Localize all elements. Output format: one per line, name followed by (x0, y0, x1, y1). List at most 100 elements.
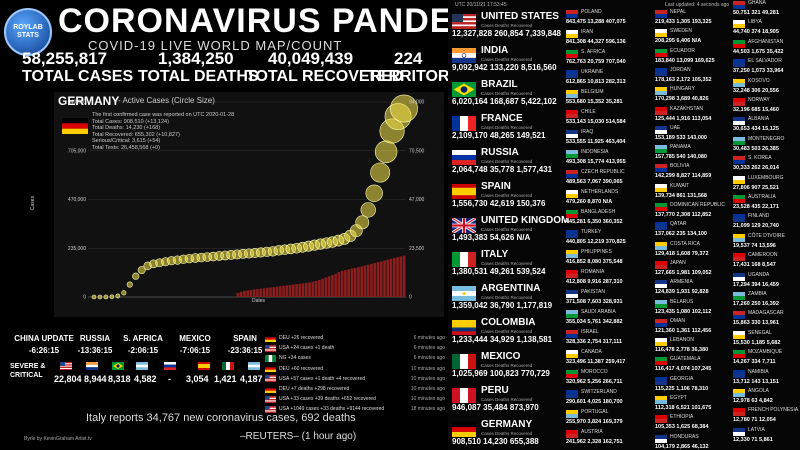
deaths-bar (272, 287, 275, 297)
deaths-bar (250, 290, 253, 297)
country-stats: 21,099 129 20,740 (733, 223, 779, 229)
chile-flag-icon (566, 110, 578, 118)
cameroon-flag-icon (733, 253, 745, 261)
country-name: HONDURAS (670, 434, 699, 440)
el-salvador-flag-icon (733, 59, 745, 67)
country-name: UNITED KINGDOM (481, 215, 569, 226)
spain-flag-icon (198, 362, 210, 370)
cases-point (122, 291, 127, 296)
country-name: LEBANON (670, 337, 694, 343)
country-name: ALBANIA (748, 116, 769, 122)
us-flag-icon (60, 362, 72, 370)
news-time: 18 minutes ago (411, 406, 445, 412)
dominican-republic-flag-icon (655, 203, 667, 211)
country-name: ANGOLA (748, 388, 769, 394)
french-polynesia-flag-icon (733, 408, 745, 416)
country-stats: 255,970 3,824 169,379 (566, 419, 623, 425)
luxembourg-flag-icon (733, 176, 745, 184)
country-stats: 17,260 250 16,392 (733, 301, 779, 307)
deaths-bar (282, 286, 285, 297)
severe-value: 3,054 (186, 374, 209, 384)
country-stats: 533,555 11,925 463,404 (566, 139, 625, 145)
country-stats: 170,298 3,689 40,826 (655, 96, 709, 102)
severe-value: 4,187 (240, 374, 263, 384)
update-spain-label: SPAIN (220, 334, 270, 343)
brazil-flag-icon (452, 82, 476, 97)
country-stats: 843,475 13,288 407,075 (566, 19, 626, 25)
germany-flag-icon (265, 335, 276, 342)
uae-flag-icon (655, 126, 667, 134)
country-name: EGYPT (670, 395, 687, 401)
update-russia-time: -13:36:15 (70, 346, 120, 355)
chart-info-box: The first confirmed case was reported on… (92, 112, 252, 151)
y-tick-label-left: 470,000 (68, 197, 86, 203)
y-tick-label-left: 0 (83, 295, 86, 301)
country-stats: 32,248 306 20,556 (733, 88, 779, 94)
deaths-bar (367, 265, 370, 297)
country-name: KUWAIT (670, 183, 689, 189)
country-stats: 17,294 394 16,459 (733, 282, 779, 288)
update-china-time: -6:26:15 (14, 346, 74, 355)
kuwait-flag-icon (655, 184, 667, 192)
country-stats: 6,020,164 168,687 5,422,102 (452, 97, 557, 106)
update-china-label: CHINA UPDATE (14, 334, 74, 343)
country-stats: 15,863 330 13,961 (733, 320, 779, 326)
total-recovered-value: 40,049,439 (268, 49, 353, 69)
news-item: USA +33 cases +39 deaths +652 recovered 1… (265, 394, 445, 404)
column-labels: Cases Deaths Recovered (481, 261, 532, 266)
country-name: SWEDEN (670, 28, 692, 34)
country-stats: 129,418 1,608 79,372 (655, 251, 709, 257)
us-flag-icon (265, 375, 276, 382)
albania-flag-icon (733, 117, 745, 125)
argentina-flag-icon-2 (248, 362, 260, 370)
deaths-bar (403, 256, 406, 297)
deaths-bar (383, 260, 386, 297)
deaths-bar (243, 291, 246, 297)
ukraine-flag-icon (566, 70, 578, 78)
deaths-bar (302, 283, 305, 297)
country-name: SPAIN (481, 181, 511, 192)
country-stats: 323,496 11,387 259,417 (566, 359, 625, 365)
update-safrica-time: -2:06:15 (118, 346, 168, 355)
country-stats: 1,493,383 54,626 N/A (452, 233, 530, 242)
armenia-flag-icon (655, 280, 667, 288)
russia-flag-icon (452, 150, 476, 165)
chart-country-name: GERMANY (58, 94, 119, 108)
cases-point (98, 295, 102, 299)
country-stats: 137,062 235 134,100 (655, 231, 707, 237)
country-name: ZAMBIA (748, 291, 767, 297)
country-name: MEXICO (481, 351, 520, 362)
country-name: PANAMA (670, 144, 691, 150)
panama-flag-icon (655, 145, 667, 153)
lebanon-flag-icon (655, 338, 667, 346)
senegal-flag-icon (733, 331, 745, 339)
news-headline[interactable]: Italy reports 34,767 new coronavirus cas… (86, 412, 356, 424)
country-name: AFGHANISTAN (748, 39, 783, 45)
deaths-bar (305, 283, 308, 297)
country-name: FRENCH POLYNESIA (748, 407, 798, 413)
country-stats: 104,179 2,865 46,132 (655, 444, 709, 450)
country-name: PERU (481, 385, 509, 396)
country-name: LIBYA (748, 19, 762, 25)
country-name: COSTA RICA (670, 241, 700, 247)
country-name: BELGIUM (581, 89, 604, 95)
country-stats: 371,508 7,603 328,931 (566, 299, 623, 305)
country-name: MOROCCO (581, 369, 608, 375)
severe-value: - (168, 374, 171, 384)
deaths-bar (399, 256, 402, 297)
column-labels: Cases Deaths Recovered (481, 227, 532, 232)
deaths-bar (344, 270, 347, 297)
country-name: JAPAN (670, 260, 686, 266)
country-stats: 50,751 321 49,281 (733, 10, 779, 16)
deaths-bar (298, 284, 301, 297)
deaths-bar (380, 261, 383, 297)
country-stats: 121,360 1,361 112,456 (655, 328, 711, 334)
country-stats: 123,435 1,080 102,112 (655, 309, 711, 315)
country-name: FINLAND (748, 213, 769, 219)
deaths-bar (237, 293, 240, 297)
column-labels: Cases Deaths Recovered (481, 193, 532, 198)
country-name: ECUADOR (670, 48, 695, 54)
cases-point (110, 295, 114, 299)
news-item: DEU +26 recovered 6 minutes ago (265, 333, 445, 343)
kazakhstan-flag-icon (655, 107, 667, 115)
